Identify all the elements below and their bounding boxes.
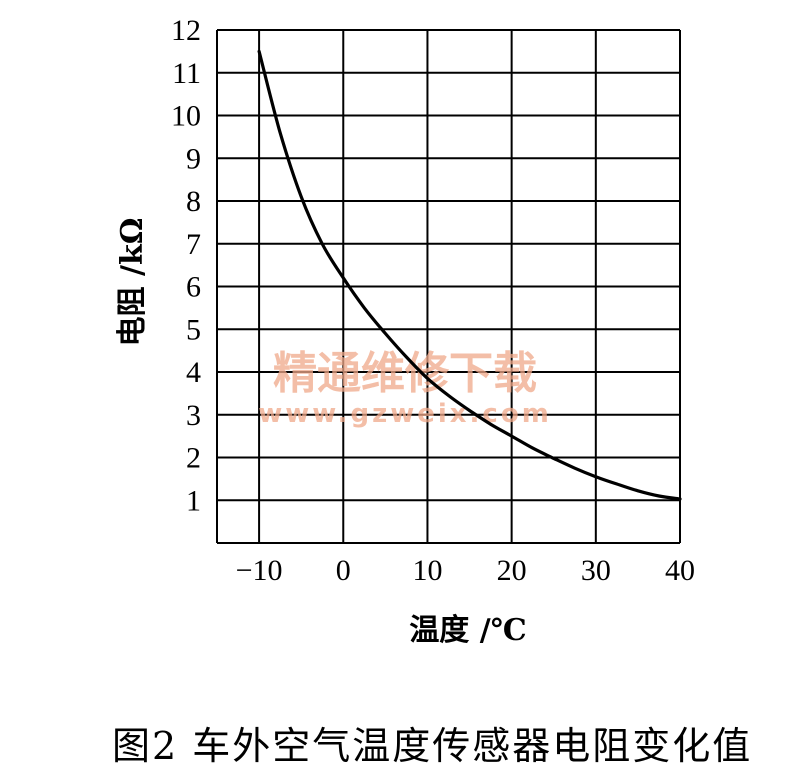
resistance-curve bbox=[257, 49, 682, 501]
grid bbox=[216, 29, 681, 544]
y-tick-label: 7 bbox=[186, 228, 201, 261]
y-axis-label: 电阻 /kΩ bbox=[115, 218, 150, 347]
y-tick-label: 8 bbox=[186, 185, 201, 218]
x-tick-label: 20 bbox=[497, 554, 527, 587]
y-tick-label: 9 bbox=[186, 142, 201, 175]
y-tick-label: 2 bbox=[186, 442, 201, 475]
y-tick-label: 4 bbox=[186, 356, 201, 389]
x-axis-label: 温度 /℃ bbox=[409, 613, 526, 648]
y-tick-label: 6 bbox=[186, 271, 201, 304]
y-tick-label: 12 bbox=[171, 14, 201, 47]
figure-caption: 图2 车外空气温度传感器电阻变化值 bbox=[112, 724, 753, 768]
x-tick-label: 0 bbox=[336, 554, 351, 587]
y-tick-label: 1 bbox=[186, 484, 201, 517]
y-tick-label: 5 bbox=[186, 313, 201, 346]
x-tick-labels: −10 0 10 20 30 40 bbox=[236, 554, 695, 587]
y-tick-label: 10 bbox=[171, 100, 201, 133]
y-tick-label: 11 bbox=[172, 57, 201, 90]
y-tick-label: 3 bbox=[186, 399, 201, 432]
x-tick-label: 10 bbox=[412, 554, 442, 587]
watermark-url: www.gzweix.com bbox=[258, 399, 552, 429]
x-tick-label: 40 bbox=[665, 554, 695, 587]
x-tick-label: −10 bbox=[236, 554, 283, 587]
x-tick-label: 30 bbox=[581, 554, 611, 587]
